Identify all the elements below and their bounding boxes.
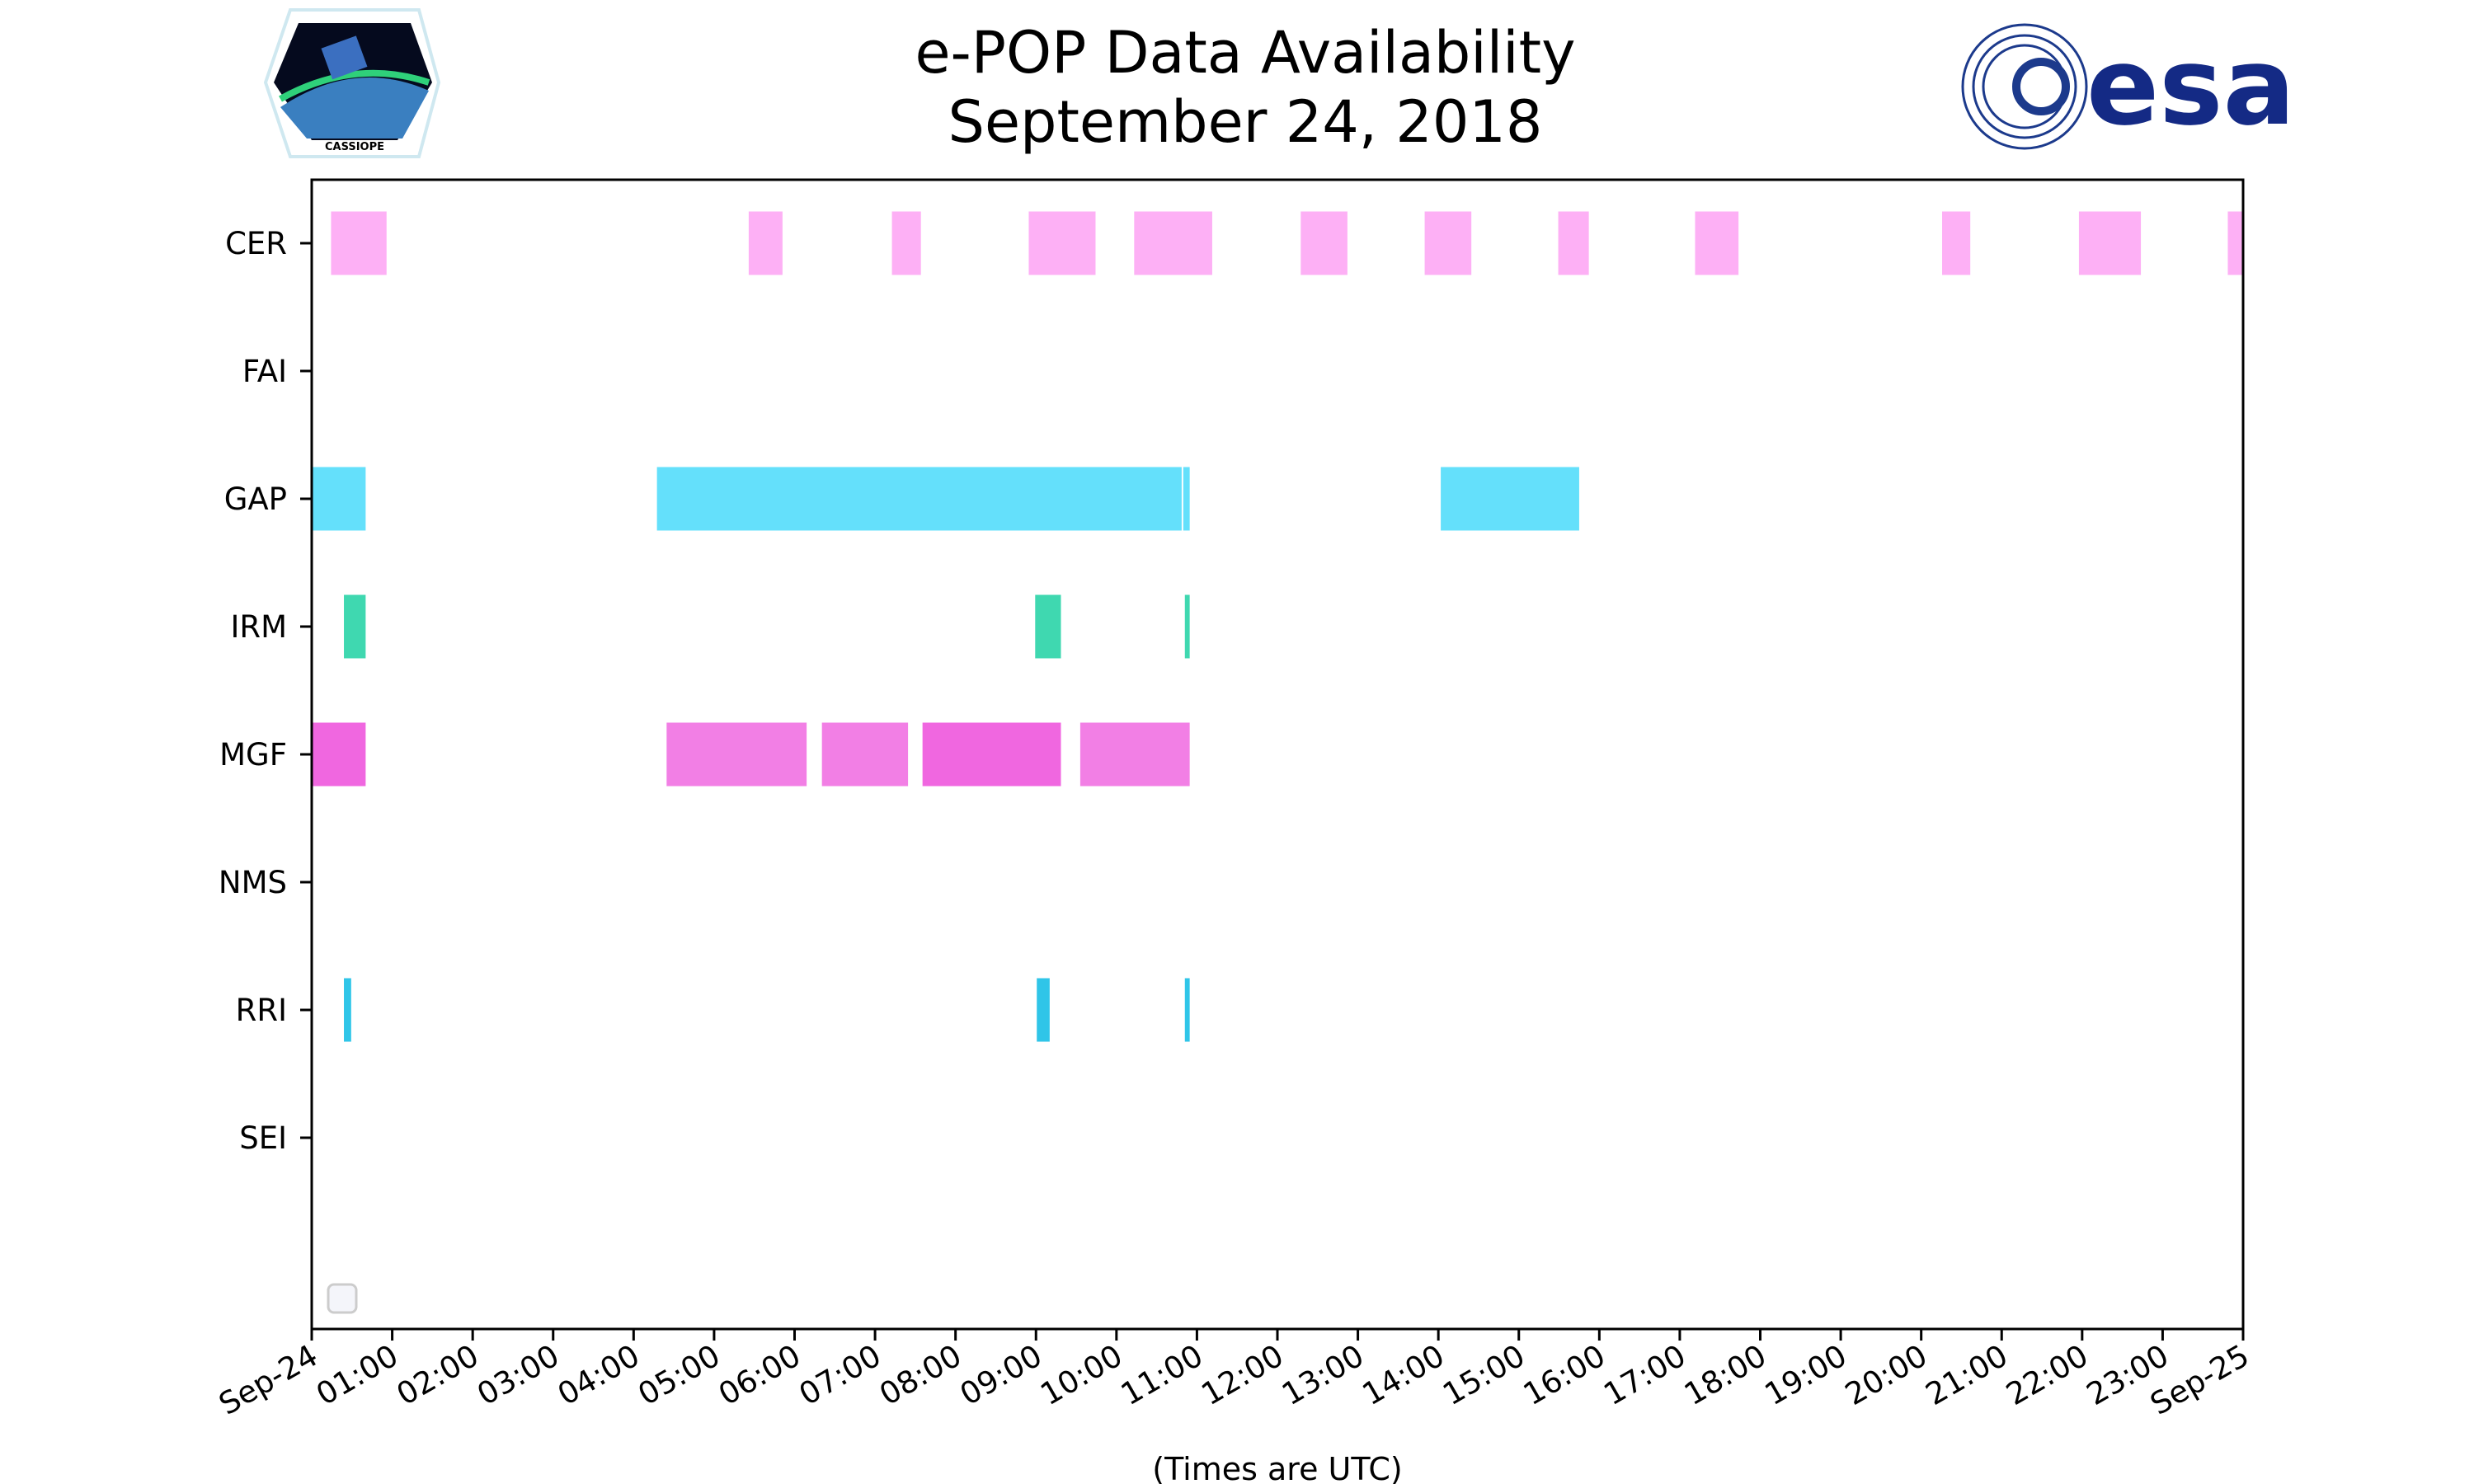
cassiope-logo: CASSIOPE bbox=[263, 8, 441, 158]
x-tick-label: 13:00 bbox=[1276, 1338, 1370, 1413]
x-tick-label: 16:00 bbox=[1517, 1338, 1611, 1413]
plot-area: CER FAI GAP IRM MGF NMS RRI SEI Sep-2401:0002:00… bbox=[213, 178, 2255, 1422]
bar-gap bbox=[1183, 467, 1190, 531]
x-tick-label: 07:00 bbox=[793, 1338, 887, 1413]
bar-rri bbox=[344, 978, 351, 1042]
bar-mgf bbox=[1079, 722, 1190, 787]
y-tick-label: FAI bbox=[242, 354, 287, 389]
bar-mgf bbox=[312, 722, 366, 787]
bar-cer bbox=[1558, 211, 1589, 275]
svg-text:CASSIOPE: CASSIOPE bbox=[325, 141, 384, 153]
x-axis-label: (Times are UTC) bbox=[1152, 1451, 1402, 1484]
bar-rri bbox=[1184, 978, 1190, 1042]
svg-text:esa: esa bbox=[2086, 24, 2295, 149]
bar-irm bbox=[1035, 594, 1061, 659]
bar-gap bbox=[1441, 467, 1579, 531]
y-tick-label: SEI bbox=[239, 1120, 287, 1156]
bar-irm bbox=[1184, 594, 1190, 659]
x-tick-label: 10:00 bbox=[1034, 1338, 1128, 1413]
x-tick-label: 01:00 bbox=[310, 1338, 404, 1413]
bar-cer bbox=[331, 211, 387, 275]
x-tick-label: 15:00 bbox=[1437, 1338, 1531, 1413]
x-tick-label: 14:00 bbox=[1357, 1338, 1451, 1413]
bar-gap bbox=[312, 467, 366, 531]
y-tick-label: CER bbox=[225, 226, 287, 261]
x-tick-label: 06:00 bbox=[713, 1338, 807, 1413]
x-tick-label: 21:00 bbox=[1920, 1338, 2014, 1413]
bar-cer bbox=[1028, 211, 1096, 275]
x-tick-label: 08:00 bbox=[873, 1338, 967, 1413]
axes-frame bbox=[310, 178, 2245, 1331]
bar-mgf bbox=[922, 722, 1061, 787]
bar-mgf bbox=[821, 722, 909, 787]
bar-cer bbox=[1942, 211, 1971, 275]
x-tick-label: 04:00 bbox=[552, 1338, 646, 1413]
x-tick-label: 11:00 bbox=[1115, 1338, 1209, 1413]
x-tick-label: Sep-24 bbox=[213, 1338, 323, 1422]
bar-cer bbox=[891, 211, 921, 275]
x-tick-label: 22:00 bbox=[2000, 1338, 2094, 1413]
bar-gap bbox=[656, 467, 1182, 531]
bar-cer bbox=[1424, 211, 1472, 275]
bar-cer bbox=[1134, 211, 1212, 275]
y-tick-label: GAP bbox=[224, 481, 287, 517]
bar-cer bbox=[2227, 211, 2243, 275]
y-tick-label: IRM bbox=[230, 609, 287, 645]
x-tick-label: 19:00 bbox=[1759, 1338, 1853, 1413]
x-tick-label: 20:00 bbox=[1839, 1338, 1933, 1413]
x-tick-label: 05:00 bbox=[633, 1338, 727, 1413]
bar-rri bbox=[1037, 978, 1050, 1042]
x-tick-label: 03:00 bbox=[471, 1338, 565, 1413]
bar-cer bbox=[1695, 211, 1739, 275]
bar-cer bbox=[748, 211, 783, 275]
legend-box bbox=[327, 1283, 358, 1314]
esa-logo: esa bbox=[1961, 23, 2295, 150]
y-tick-label: NMS bbox=[219, 865, 287, 900]
x-tick-label: 12:00 bbox=[1196, 1338, 1290, 1413]
bar-cer bbox=[1300, 211, 1348, 275]
y-tick-label: MGF bbox=[219, 737, 287, 773]
chart-title: e-POP Data Availability bbox=[915, 19, 1575, 87]
x-tick-label: 18:00 bbox=[1678, 1338, 1772, 1413]
x-tick-label: 02:00 bbox=[391, 1338, 485, 1413]
x-tick-label: 09:00 bbox=[954, 1338, 1048, 1413]
x-tick-label: 17:00 bbox=[1598, 1338, 1692, 1413]
bar-cer bbox=[2078, 211, 2142, 275]
bar-irm bbox=[344, 594, 366, 659]
bar-mgf bbox=[666, 722, 807, 787]
y-tick-label: RRI bbox=[236, 993, 287, 1028]
chart-subtitle: September 24, 2018 bbox=[948, 88, 1543, 156]
